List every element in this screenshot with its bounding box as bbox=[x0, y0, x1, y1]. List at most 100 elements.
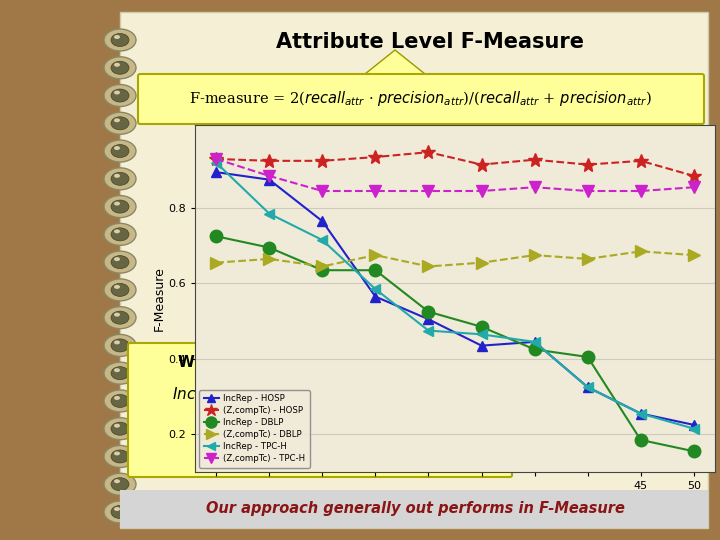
(Z,compTc) - DBLP bbox=[636, 248, 645, 254]
Ellipse shape bbox=[114, 230, 120, 233]
Ellipse shape bbox=[114, 340, 120, 345]
Ellipse shape bbox=[104, 112, 136, 134]
FancyBboxPatch shape bbox=[128, 343, 512, 477]
Ellipse shape bbox=[111, 61, 129, 75]
Line: (Z,compTc) - TPC-H: (Z,compTc) - TPC-H bbox=[211, 153, 699, 197]
(Z,compTc) - HOSP bbox=[636, 158, 645, 164]
Ellipse shape bbox=[104, 390, 136, 412]
(Z,compTc) - TPC-H bbox=[530, 184, 539, 191]
Ellipse shape bbox=[111, 422, 129, 435]
(Z,compTc) - TPC-H bbox=[690, 184, 698, 191]
(Z,compTc) - HOSP bbox=[690, 173, 698, 179]
Ellipse shape bbox=[114, 507, 120, 511]
Line: (Z,compTc) - HOSP: (Z,compTc) - HOSP bbox=[210, 145, 701, 183]
IncRep - DBLP bbox=[371, 267, 379, 273]
(Z,compTc) - HOSP bbox=[477, 161, 486, 168]
(Z,compTc) - TPC-H bbox=[583, 188, 592, 194]
Ellipse shape bbox=[111, 284, 129, 296]
Ellipse shape bbox=[104, 279, 136, 301]
IncRep - HOSP bbox=[583, 384, 592, 390]
Ellipse shape bbox=[104, 85, 136, 106]
IncRep - HOSP bbox=[424, 316, 433, 322]
Ellipse shape bbox=[114, 63, 120, 67]
Ellipse shape bbox=[114, 424, 120, 428]
Ellipse shape bbox=[111, 394, 129, 408]
Ellipse shape bbox=[114, 146, 120, 150]
Ellipse shape bbox=[111, 89, 129, 102]
(Z,compTc) - TPC-H bbox=[371, 188, 379, 194]
Ellipse shape bbox=[111, 450, 129, 463]
(Z,compTc) - HOSP bbox=[265, 158, 274, 164]
Line: IncRep - DBLP: IncRep - DBLP bbox=[210, 230, 700, 457]
IncRep - TPC-H bbox=[318, 237, 327, 244]
IncRep - DBLP bbox=[690, 448, 698, 455]
(Z,compTc) - TPC-H bbox=[477, 188, 486, 194]
(Z,compTc) - HOSP bbox=[318, 158, 327, 164]
Ellipse shape bbox=[104, 168, 136, 190]
(Z,compTc) - DBLP bbox=[583, 255, 592, 262]
Ellipse shape bbox=[111, 117, 129, 130]
Text: data repairing using CFDs.: data repairing using CFDs. bbox=[217, 422, 420, 437]
IncRep - TPC-H bbox=[265, 211, 274, 217]
Ellipse shape bbox=[111, 33, 129, 46]
(Z,compTc) - HOSP bbox=[583, 161, 592, 168]
Ellipse shape bbox=[104, 446, 136, 468]
Ellipse shape bbox=[114, 285, 120, 289]
(Z,compTc) - DBLP bbox=[318, 263, 327, 269]
IncRep - HOSP bbox=[318, 218, 327, 225]
IncRep - HOSP bbox=[530, 339, 539, 345]
FancyBboxPatch shape bbox=[138, 74, 704, 124]
Y-axis label: F-Measure: F-Measure bbox=[153, 266, 166, 331]
Ellipse shape bbox=[111, 367, 129, 380]
(Z,compTc) - HOSP bbox=[530, 157, 539, 163]
Ellipse shape bbox=[114, 479, 120, 483]
(Z,compTc) - TPC-H bbox=[265, 173, 274, 179]
(Z,compTc) - TPC-H bbox=[636, 188, 645, 194]
(Z,compTc) - TPC-H bbox=[424, 188, 433, 194]
IncRep - HOSP bbox=[212, 169, 220, 176]
Ellipse shape bbox=[104, 473, 136, 495]
Ellipse shape bbox=[114, 118, 120, 122]
(Z,compTc) - DBLP bbox=[265, 255, 274, 262]
FancyBboxPatch shape bbox=[120, 12, 708, 528]
Text: Attribute Level F-Measure: Attribute Level F-Measure bbox=[276, 32, 584, 52]
IncRep - DBLP bbox=[477, 323, 486, 330]
Text: We compared our approach with: We compared our approach with bbox=[179, 355, 458, 370]
IncRep - TPC-H bbox=[212, 159, 220, 166]
Line: IncRep - TPC-H: IncRep - TPC-H bbox=[212, 158, 698, 434]
IncRep - HOSP bbox=[371, 293, 379, 300]
Ellipse shape bbox=[111, 228, 129, 241]
Ellipse shape bbox=[114, 368, 120, 372]
Ellipse shape bbox=[114, 257, 120, 261]
Ellipse shape bbox=[111, 200, 129, 213]
Text: F-measure = 2($\it{recall}_{attr}$ · $\it{precision}_{attr}$)/($\it{recall}_{att: F-measure = 2($\it{recall}_{attr}$ · $\i… bbox=[189, 90, 652, 109]
IncRep - HOSP bbox=[690, 422, 698, 428]
IncRep - TPC-H bbox=[424, 327, 433, 334]
Ellipse shape bbox=[104, 418, 136, 440]
Ellipse shape bbox=[114, 201, 120, 206]
Ellipse shape bbox=[104, 251, 136, 273]
IncRep - HOSP bbox=[477, 342, 486, 349]
Ellipse shape bbox=[111, 255, 129, 268]
(Z,compTc) - TPC-H bbox=[318, 188, 327, 194]
Ellipse shape bbox=[114, 313, 120, 316]
(Z,compTc) - HOSP bbox=[212, 156, 220, 162]
IncRep - TPC-H bbox=[583, 384, 592, 390]
IncRep - HOSP bbox=[265, 177, 274, 183]
(Z,compTc) - DBLP bbox=[212, 259, 220, 266]
Ellipse shape bbox=[111, 339, 129, 352]
Ellipse shape bbox=[104, 57, 136, 79]
IncRep - TPC-H bbox=[477, 331, 486, 338]
IncRep - DBLP bbox=[424, 308, 433, 315]
IncRep - DBLP bbox=[583, 354, 592, 360]
Legend: IncRep - HOSP, (Z,compTc) - HOSP, IncRep - DBLP, (Z,compTc) - DBLP, IncRep - TPC: IncRep - HOSP, (Z,compTc) - HOSP, IncRep… bbox=[199, 390, 310, 468]
IncRep - TPC-H bbox=[690, 426, 698, 432]
Bar bbox=[120, 490, 708, 528]
IncRep - DBLP bbox=[265, 244, 274, 251]
IncRep - TPC-H bbox=[371, 286, 379, 292]
Ellipse shape bbox=[114, 396, 120, 400]
(Z,compTc) - HOSP bbox=[371, 154, 379, 160]
Ellipse shape bbox=[111, 505, 129, 518]
Line: (Z,compTc) - DBLP: (Z,compTc) - DBLP bbox=[211, 246, 699, 272]
Ellipse shape bbox=[104, 501, 136, 523]
